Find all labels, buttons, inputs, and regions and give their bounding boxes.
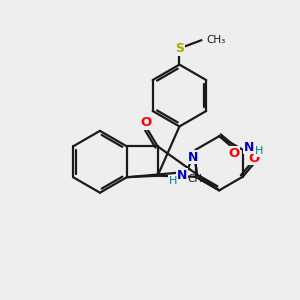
Text: N: N <box>188 151 199 164</box>
Text: O: O <box>228 147 239 160</box>
Text: N: N <box>244 141 254 154</box>
Text: CH₃: CH₃ <box>188 174 207 184</box>
Text: H: H <box>169 176 177 186</box>
Text: S: S <box>175 42 184 55</box>
Text: O: O <box>140 116 152 129</box>
Text: O: O <box>248 152 260 165</box>
Text: N: N <box>177 169 187 182</box>
Text: H: H <box>255 146 263 156</box>
Text: CH₃: CH₃ <box>207 35 226 45</box>
